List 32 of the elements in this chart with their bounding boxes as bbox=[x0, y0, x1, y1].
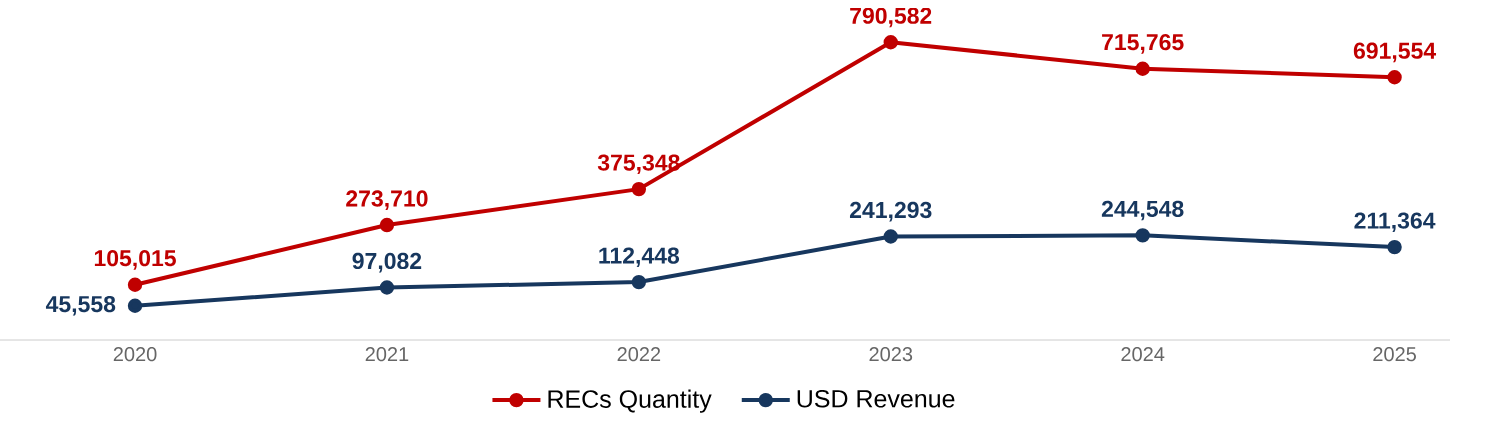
point bbox=[379, 280, 395, 295]
data-label: 691,554 bbox=[1353, 42, 1437, 63]
x-tick-label: 2024 bbox=[1121, 347, 1165, 362]
x-tick-label: 2021 bbox=[365, 347, 409, 362]
data-label: 241,293 bbox=[849, 201, 932, 222]
data-label: 375,348 bbox=[597, 154, 680, 175]
point bbox=[631, 274, 647, 290]
x-tick-label: 2020 bbox=[113, 347, 157, 362]
point bbox=[127, 277, 143, 292]
data-label: 715,765 bbox=[1102, 34, 1184, 54]
data-label: 790,582 bbox=[850, 7, 932, 28]
x-tick-label: 2025 bbox=[1373, 347, 1416, 362]
legend-label: USD Revenue bbox=[797, 389, 955, 408]
data-label: 244,548 bbox=[1101, 200, 1184, 221]
x-tick-label: 2023 bbox=[869, 347, 913, 362]
point bbox=[883, 35, 898, 50]
data-label: 273,710 bbox=[346, 190, 428, 210]
point bbox=[1387, 239, 1402, 255]
data-label: 211,364 bbox=[1354, 212, 1436, 233]
data-label: 112,448 bbox=[599, 247, 680, 268]
data-label: 97,082 bbox=[352, 252, 422, 273]
point bbox=[127, 298, 143, 313]
point bbox=[1135, 228, 1150, 243]
point bbox=[1387, 70, 1402, 85]
x-tick-label: 2022 bbox=[617, 347, 661, 362]
point bbox=[631, 181, 647, 197]
point bbox=[379, 217, 395, 233]
point bbox=[883, 229, 898, 244]
data-label: 45,558 bbox=[45, 295, 116, 316]
data-label: 105,015 bbox=[94, 250, 176, 270]
point bbox=[1135, 61, 1150, 76]
legend-label: RECs Quantity bbox=[548, 389, 712, 413]
